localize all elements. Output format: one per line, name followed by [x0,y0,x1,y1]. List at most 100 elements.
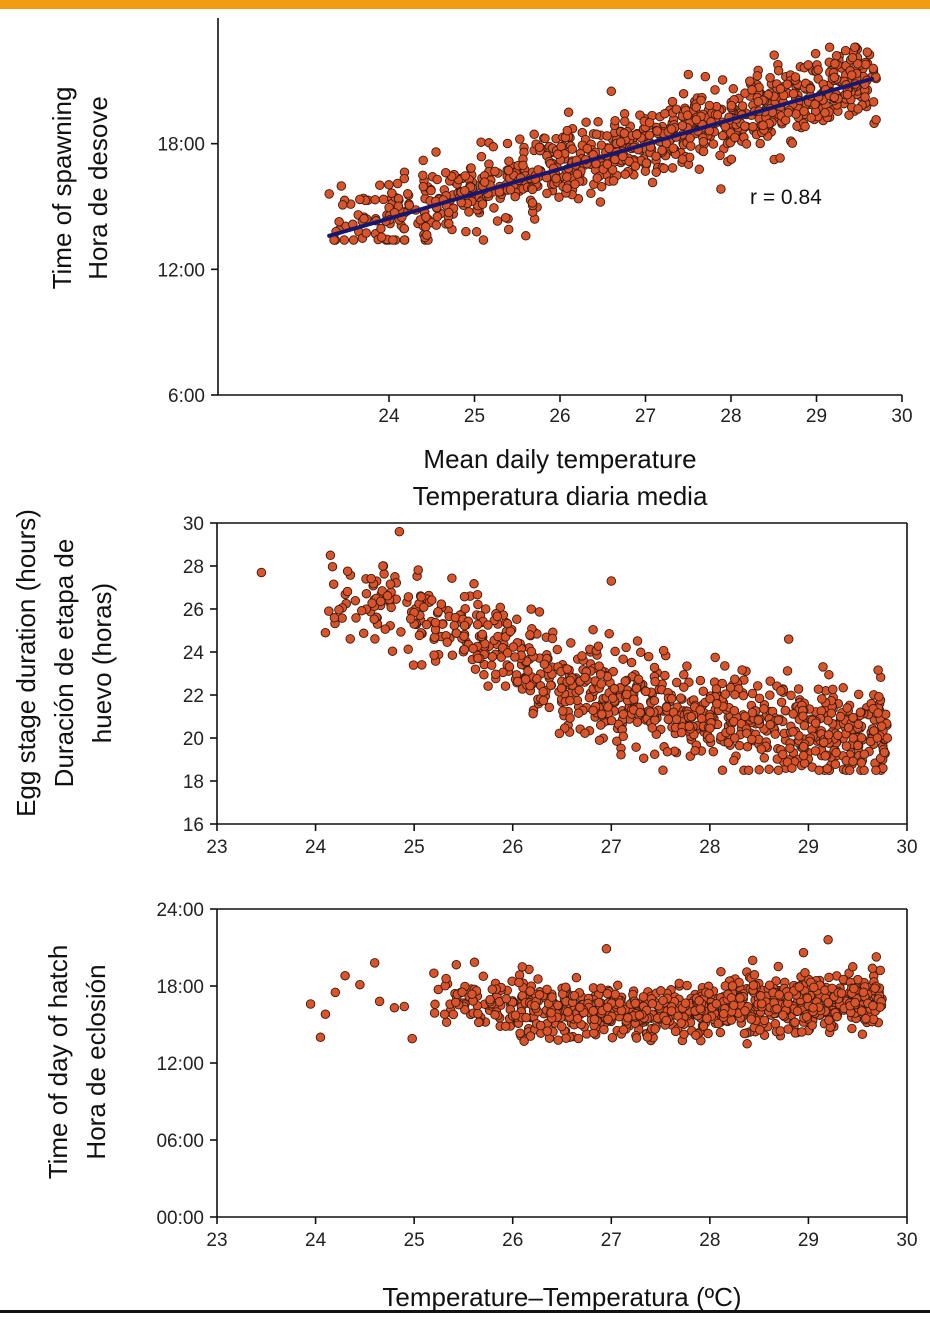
data-point [429,650,439,660]
data-point [508,642,519,652]
data-point [597,709,607,720]
data-point [726,100,737,111]
x-tick-label: 24 [305,837,327,858]
data-point [387,646,398,656]
data-point [676,727,687,738]
data-point [647,723,657,733]
data-point [632,717,643,727]
data-point [840,45,851,56]
data-point [407,1033,417,1044]
data-point [640,166,651,176]
data-point [824,972,834,983]
y-axis-title: Time of spawning [47,87,77,290]
data-point [871,765,881,776]
data-point [717,678,727,689]
data-point [502,648,513,658]
data-point [830,59,840,69]
data-point [790,72,801,82]
data-point [882,733,893,743]
data-point [618,654,628,664]
data-point [556,1021,567,1032]
data-point [367,598,377,608]
data-point [565,675,575,686]
data-point [634,1010,645,1020]
data-point [810,48,821,59]
data-point [595,669,606,680]
y-tick-label: 20 [183,729,204,750]
data-point [824,42,835,53]
data-point [715,150,725,161]
data-point [538,686,548,697]
data-point [614,998,625,1008]
data-point [473,1017,484,1028]
data-point [694,164,705,175]
data-point [833,730,843,741]
data-point [490,1010,500,1020]
data-point [671,104,682,114]
data-point [800,967,810,978]
data-point [716,184,726,194]
y-axis-title: Hora de eclosión [81,964,111,1159]
data-point [835,711,846,722]
y-axis-title: huevo (horas) [87,583,117,743]
data-point [747,707,758,718]
data-point [553,1035,563,1045]
data-point [695,1004,706,1014]
data-point [807,1020,817,1031]
data-point [459,591,470,602]
data-point [517,962,528,972]
y-tick-label: 22 [183,686,204,707]
data-point [546,1008,556,1018]
data-point [856,733,867,743]
data-point [472,589,483,600]
data-point [467,989,477,999]
data-point [754,693,765,704]
data-point [569,990,580,1001]
data-point [737,101,748,111]
data-point [610,154,620,165]
data-point [679,669,689,680]
x-tick-label: 24 [378,406,400,427]
data-point [700,71,711,82]
data-point [356,606,367,616]
data-point [542,984,552,995]
data-point [735,993,745,1003]
data-point [575,1002,585,1013]
data-point [819,737,829,748]
data-point [478,971,489,982]
data-point [752,71,763,81]
data-point [773,715,784,725]
data-point [478,235,489,245]
data-point [402,189,413,199]
data-point [783,991,794,1001]
data-point [725,725,736,736]
data-point [523,666,533,676]
y-tick-label: 12:00 [156,1054,204,1075]
data-point [765,719,775,730]
data-point [875,965,886,976]
data-point [682,661,692,671]
data-point [765,676,775,686]
data-point [715,1027,726,1038]
data-point [540,133,550,144]
data-point [728,84,739,94]
data-point [526,604,536,614]
data-point [829,92,840,103]
data-point [853,719,864,730]
x-tick-label: 30 [891,406,912,427]
data-point [857,1029,868,1040]
data-point [853,104,863,114]
data-point [753,715,764,725]
data-point [563,107,574,118]
data-point [374,996,385,1007]
data-point [630,161,641,171]
data-point [380,624,390,634]
data-point [521,231,531,241]
data-point [594,997,604,1008]
data-point [355,979,365,990]
data-point [530,1000,540,1011]
x-tick-label: 30 [896,837,917,858]
data-point [489,203,499,213]
data-point [574,685,584,695]
data-point [618,1025,629,1035]
